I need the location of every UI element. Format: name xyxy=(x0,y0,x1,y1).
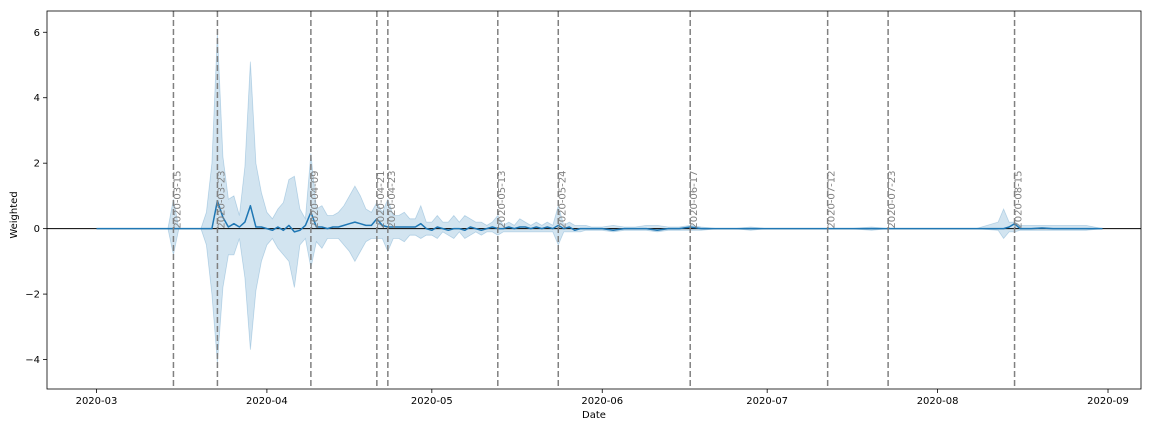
plot-area: 2020-03-15 2020-03-23 2020-04-09 2020-04-21… xyxy=(47,11,1141,389)
event-line-label: 2020-08-15 xyxy=(1014,171,1025,229)
x-tick-label: 2020-07 xyxy=(746,396,788,407)
y-tick-label: 6 xyxy=(34,28,40,39)
event-line-label: 2020-06-17 xyxy=(689,171,700,229)
event-line-label: 2020-05-13 xyxy=(497,171,508,229)
event-line-label: 2020-04-23 xyxy=(387,171,398,229)
x-tick-label: 2020-08 xyxy=(917,396,959,407)
event-line-label: 2020-07-12 xyxy=(827,171,838,229)
x-tick-label: 2020-09 xyxy=(1087,396,1129,407)
event-line-label: 2020-04-09 xyxy=(310,171,321,229)
axes-frame xyxy=(46,10,1142,390)
y-tick-label: 0 xyxy=(34,224,40,235)
event-line-label: 2020-07-23 xyxy=(887,171,898,229)
x-tick-label: 2020-04 xyxy=(246,396,288,407)
x-axis-label: Date xyxy=(582,410,606,421)
x-tick-label: 2020-05 xyxy=(411,396,453,407)
event-line-label: 2020-03-23 xyxy=(216,171,227,229)
event-line-label: 2020-03-15 xyxy=(172,171,183,229)
y-tick-label: −2 xyxy=(25,290,40,301)
x-tick-label: 2020-03 xyxy=(76,396,118,407)
x-tick-label: 2020-06 xyxy=(581,396,623,407)
axes: 2020-03 2020-04 2020-05 2020-06 2020-07 2020-… xyxy=(25,10,1142,407)
y-tick-label: −4 xyxy=(25,355,40,366)
event-line-label: 2020-05-24 xyxy=(557,171,568,229)
y-axis-label: Weighted xyxy=(9,191,20,238)
y-tick-label: 4 xyxy=(34,93,40,104)
y-tick-label: 2 xyxy=(34,159,40,170)
event-line-label: 2020-04-21 xyxy=(376,171,387,229)
confidence-band xyxy=(96,32,1103,363)
